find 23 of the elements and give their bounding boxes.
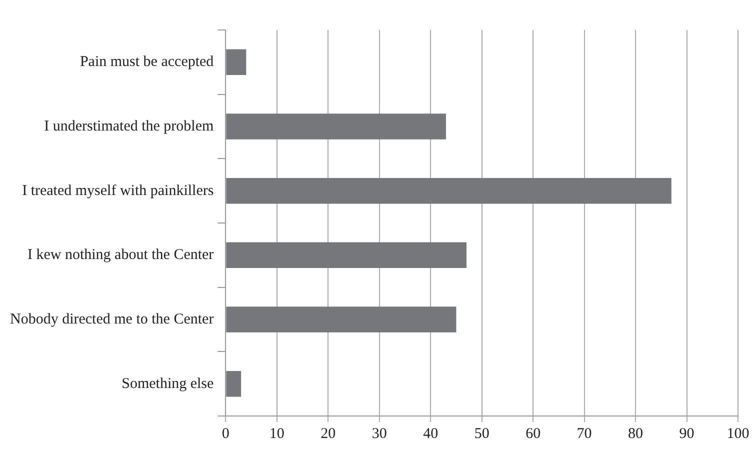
y-tick-label: Nobody directed me to the Center [10, 311, 214, 328]
y-tick-label: I understimated the problem [44, 118, 214, 134]
bar [226, 306, 456, 332]
y-tick-label: Pain must be accepted [80, 54, 214, 70]
x-tick-label: 60 [526, 426, 541, 442]
y-tick-label: I treated myself with painkillers [22, 182, 214, 199]
x-tick-label: 100 [726, 426, 750, 442]
bar [226, 242, 466, 268]
y-tick-label: I kew nothing about the Center [27, 247, 214, 264]
x-tick-label: 70 [576, 426, 592, 442]
x-tick-label: 20 [320, 426, 336, 442]
x-tick-label: 30 [372, 426, 387, 442]
x-tick-label: 90 [679, 426, 694, 442]
x-tick-label: 10 [269, 426, 284, 442]
x-tick-label: 50 [474, 426, 490, 442]
bar [226, 370, 242, 397]
x-tick-label: 0 [222, 426, 230, 442]
bar [226, 114, 446, 140]
bar [226, 49, 246, 76]
bar [226, 178, 672, 204]
x-tick-label: 80 [628, 426, 644, 442]
y-tick-label: Something else [122, 376, 214, 392]
x-tick-label: 40 [423, 426, 438, 442]
